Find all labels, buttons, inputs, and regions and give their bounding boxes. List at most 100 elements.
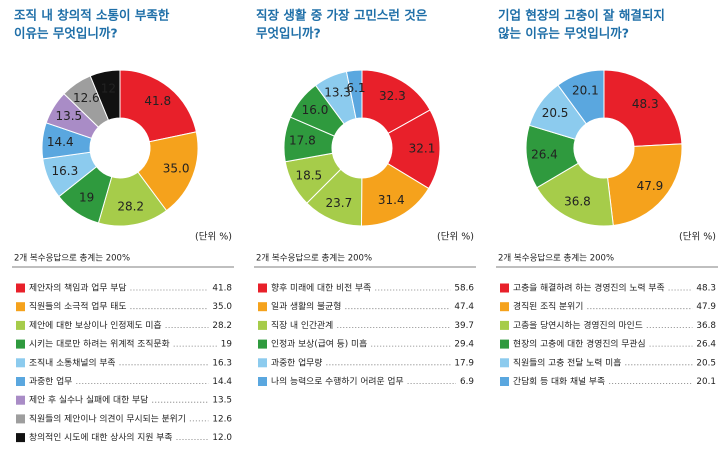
legend-swatch bbox=[258, 339, 267, 349]
segment-label: 41.8 bbox=[144, 94, 171, 108]
chart-title: 기업 현장의 고충이 잘 해결되지 bbox=[498, 8, 665, 23]
legend-swatch bbox=[258, 377, 267, 386]
legend-value: 20.1 bbox=[696, 377, 716, 387]
legend-swatch bbox=[16, 377, 25, 386]
legend-value: 26.4 bbox=[696, 340, 716, 350]
segment-label: 20.1 bbox=[572, 83, 599, 97]
legend-value: 47.9 bbox=[696, 302, 716, 312]
chart-title: 조직 내 창의적 소통이 부족한 bbox=[14, 8, 170, 23]
legend-swatch bbox=[500, 283, 509, 293]
legend-swatch bbox=[258, 358, 267, 368]
legend-swatch bbox=[500, 358, 509, 368]
segment-label: 20.5 bbox=[542, 106, 569, 120]
segment-label: 47.9 bbox=[637, 179, 664, 193]
legend-swatch bbox=[16, 414, 25, 424]
segment-label: 32.1 bbox=[409, 142, 436, 156]
legend-label: 현장의 고충에 대한 경영진의 무관심 bbox=[513, 338, 646, 350]
legend-value: 35.0 bbox=[212, 302, 232, 312]
legend-value: 39.7 bbox=[454, 321, 474, 331]
legend-value: 12.6 bbox=[212, 414, 232, 424]
legend-value: 17.9 bbox=[454, 358, 474, 368]
legend-label: 제안자의 책임과 업무 부담 bbox=[29, 282, 126, 294]
legend-label: 직원들의 고충 전달 노력 미흡 bbox=[513, 356, 621, 368]
chart-title: 직장 생활 중 가장 고민스런 것은 bbox=[256, 8, 428, 23]
chart-title: 않는 이유는 무엇입니까? bbox=[498, 26, 629, 41]
legend-swatch bbox=[16, 339, 25, 349]
legend-value: 28.2 bbox=[212, 321, 232, 331]
legend-label: 고충을 당연시하는 경영진의 마인드 bbox=[513, 319, 643, 331]
donut-segment bbox=[137, 131, 199, 212]
chart-title: 무엇입니까? bbox=[256, 26, 321, 41]
segment-label: 19 bbox=[79, 190, 94, 204]
legend-label: 과중한 업무량 bbox=[271, 356, 322, 368]
segment-label: 48.3 bbox=[632, 97, 659, 111]
segment-label: 31.4 bbox=[378, 193, 405, 207]
legend-value: 58.6 bbox=[454, 284, 474, 294]
legend-label: 시키는 대로만 하려는 위계적 조직문화 bbox=[29, 338, 170, 350]
legend-value: 6.9 bbox=[460, 377, 474, 387]
donut-segment bbox=[536, 162, 614, 227]
segment-label: 14.4 bbox=[47, 135, 74, 149]
legend-swatch bbox=[258, 283, 267, 293]
legend-swatch bbox=[500, 320, 509, 330]
legend-value: 47.4 bbox=[454, 302, 474, 312]
segment-label: 13.5 bbox=[55, 109, 82, 123]
note: 2개 복수응답으로 총계는 200% bbox=[14, 253, 130, 264]
segment-label: 36.8 bbox=[564, 194, 591, 208]
note: 2개 복수응답으로 총계는 200% bbox=[256, 253, 372, 264]
donut-segment bbox=[119, 69, 197, 143]
donut-segment bbox=[603, 69, 683, 147]
legend-value: 36.8 bbox=[696, 321, 716, 331]
donut-segment bbox=[557, 69, 605, 125]
note: 2개 복수응답으로 총계는 200% bbox=[498, 253, 614, 264]
legend-swatch bbox=[16, 302, 25, 312]
legend-swatch bbox=[500, 302, 509, 312]
legend-value: 14.4 bbox=[212, 377, 232, 387]
legend-swatch bbox=[16, 320, 25, 330]
legend-value: 20.5 bbox=[696, 358, 716, 368]
legend-label: 창의적인 시도에 대한 상사의 지원 부족 bbox=[29, 431, 172, 443]
legend-label: 과중한 업무 bbox=[29, 376, 72, 387]
legend-swatch bbox=[16, 395, 25, 405]
legend-value: 16.3 bbox=[212, 358, 232, 368]
segment-label: 23.7 bbox=[325, 196, 352, 210]
donut-segment bbox=[89, 69, 121, 121]
segment-label: 16.3 bbox=[52, 164, 79, 178]
segment-label: 28.2 bbox=[117, 200, 144, 214]
segment-label: 35.0 bbox=[163, 162, 190, 176]
unit-label: (단위 %) bbox=[195, 231, 232, 243]
donut-segment bbox=[607, 143, 683, 227]
segment-label: 6.1 bbox=[346, 81, 365, 95]
legend-label: 직원들의 제안이나 의견이 무시되는 분위기 bbox=[29, 412, 186, 424]
legend-swatch bbox=[16, 358, 25, 368]
legend-value: 29.4 bbox=[454, 340, 474, 350]
legend-label: 제안 후 실수나 실패에 대한 부담 bbox=[29, 394, 148, 406]
donut-segment bbox=[345, 69, 363, 120]
segment-label: 16.0 bbox=[302, 103, 329, 117]
segment-label: 17.8 bbox=[289, 134, 316, 148]
legend-label: 직원들의 소극적 업무 태도 bbox=[29, 300, 126, 312]
legend-swatch bbox=[258, 320, 267, 330]
donut-segment bbox=[386, 109, 441, 190]
donut-segment bbox=[361, 69, 431, 135]
legend-label: 나의 능력으로 수행하기 어려운 업무 bbox=[271, 375, 404, 387]
legend-label: 조직내 소통채널의 부족 bbox=[29, 357, 116, 368]
legend-label: 인정과 보상(급여 등) 미흡 bbox=[271, 338, 367, 350]
legend-label: 일과 생활의 불균형 bbox=[271, 300, 341, 312]
legend-value: 12.0 bbox=[212, 433, 232, 443]
chart-title: 이유는 무엇입니까? bbox=[14, 26, 118, 41]
segment-label: 12.6 bbox=[73, 91, 100, 105]
legend-value: 13.5 bbox=[212, 396, 232, 406]
segment-label: 13.3 bbox=[324, 86, 351, 100]
legend-label: 직장 내 인간관계 bbox=[271, 319, 333, 331]
legend-swatch bbox=[500, 339, 509, 349]
legend-swatch bbox=[16, 283, 25, 293]
legend-label: 향후 미래에 대한 비전 부족 bbox=[271, 282, 371, 294]
segment-label: 12 bbox=[101, 82, 116, 96]
segment-label: 32.3 bbox=[379, 89, 406, 103]
legend-value: 48.3 bbox=[696, 284, 716, 294]
legend-value: 41.8 bbox=[212, 284, 232, 294]
